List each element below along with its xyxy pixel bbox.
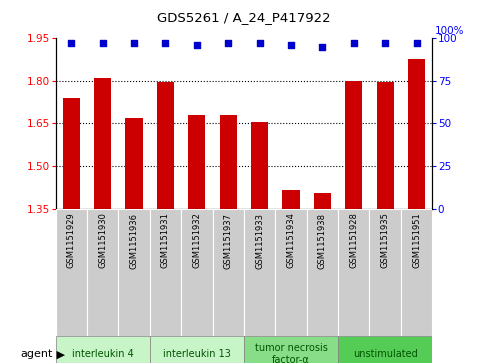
Bar [369, 209, 401, 336]
Text: GSM1151936: GSM1151936 [129, 213, 139, 269]
Bar [188, 115, 205, 209]
Point [193, 42, 201, 48]
Bar [283, 190, 299, 209]
Text: GSM1151932: GSM1151932 [192, 213, 201, 268]
Bar [338, 209, 369, 336]
Bar [87, 209, 118, 336]
Bar [307, 209, 338, 336]
Text: unstimulated: unstimulated [353, 349, 418, 359]
Point [161, 40, 170, 46]
Point [382, 40, 389, 46]
Text: GSM1151951: GSM1151951 [412, 213, 421, 268]
Point [130, 40, 138, 46]
Text: GSM1151929: GSM1151929 [67, 213, 76, 268]
Point [350, 40, 357, 46]
Text: GSM1151935: GSM1151935 [381, 213, 390, 268]
Bar [56, 209, 87, 336]
Text: tumor necrosis
factor-α: tumor necrosis factor-α [255, 343, 327, 363]
Text: agent: agent [21, 349, 53, 359]
Bar [118, 209, 150, 336]
Text: GSM1151931: GSM1151931 [161, 213, 170, 268]
Bar [56, 336, 150, 363]
Bar [408, 60, 425, 209]
Text: GDS5261 / A_24_P417922: GDS5261 / A_24_P417922 [157, 11, 331, 24]
Bar [213, 209, 244, 336]
Text: interleukin 13: interleukin 13 [163, 349, 231, 359]
Text: ▶: ▶ [53, 349, 65, 359]
Point [68, 40, 75, 46]
Bar [63, 98, 80, 209]
Bar [401, 209, 432, 336]
Bar [338, 336, 432, 363]
Bar [150, 209, 181, 336]
Text: GSM1151933: GSM1151933 [255, 213, 264, 269]
Point [256, 40, 264, 46]
Point [412, 40, 420, 46]
Text: interleukin 4: interleukin 4 [72, 349, 133, 359]
Bar [150, 336, 244, 363]
Bar [251, 122, 268, 209]
Point [224, 40, 232, 46]
Bar [314, 193, 331, 209]
Bar [244, 209, 275, 336]
Bar [126, 118, 142, 209]
Text: GSM1151928: GSM1151928 [349, 213, 358, 268]
Bar [244, 336, 338, 363]
Point [319, 44, 327, 49]
Text: GSM1151930: GSM1151930 [98, 213, 107, 268]
Point [99, 40, 107, 46]
Point [287, 42, 295, 48]
Bar [275, 209, 307, 336]
Text: GSM1151934: GSM1151934 [286, 213, 296, 268]
Bar [181, 209, 213, 336]
Text: 100%: 100% [435, 26, 464, 36]
Text: GSM1151938: GSM1151938 [318, 213, 327, 269]
Bar [157, 82, 174, 209]
Text: GSM1151937: GSM1151937 [224, 213, 233, 269]
Bar [377, 82, 394, 209]
Bar [94, 78, 111, 209]
Bar [345, 81, 362, 209]
Bar [220, 115, 237, 209]
